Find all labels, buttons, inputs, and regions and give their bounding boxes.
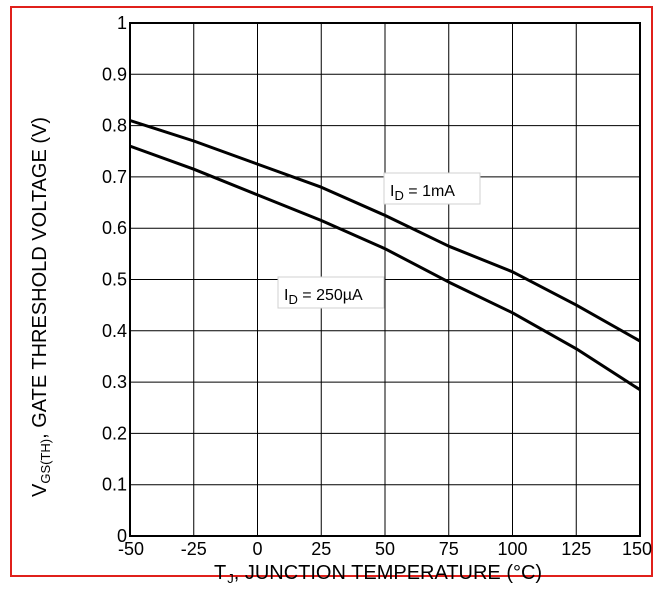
y-tick-label: 0.4	[102, 321, 127, 341]
chart-frame	[10, 6, 653, 577]
y-tick-label: 0.1	[102, 475, 127, 495]
x-tick-label: 50	[375, 539, 395, 559]
y-axis-title: VGS(TH), GATE THRESHOLD VOLTAGE (V)	[29, 117, 53, 497]
y-tick-label: 0.8	[102, 116, 127, 136]
grid-lines	[130, 23, 640, 536]
x-tick-label: -25	[181, 539, 207, 559]
x-axis-title: TJ, JUNCTION TEMPERATURE (°C)	[214, 562, 542, 586]
y-tick-label: 0.7	[102, 167, 127, 187]
y-tick-label: 0	[117, 526, 127, 546]
x-tick-label: 25	[311, 539, 331, 559]
y-tick-label: 0.3	[102, 372, 127, 392]
x-tick-label: 100	[497, 539, 527, 559]
y-tick-label: 0.5	[102, 270, 127, 290]
series-label-1ma: ID = 1mA	[383, 172, 481, 205]
y-tick-label: 0.9	[102, 64, 127, 84]
y-tick-label: 0.6	[102, 218, 127, 238]
x-tick-label: -50	[118, 539, 144, 559]
y-tick-label: 1	[117, 13, 127, 33]
x-tick-label: 0	[252, 539, 262, 559]
tick-labels: -50 -25 0 25 50 75 100 125 150 0 0.1 0.2 0.3 0.4 0.5 0.…	[102, 13, 652, 559]
svg-text:ID = 250µA: ID = 250µA	[284, 287, 363, 307]
series-line-1ma	[129, 119, 641, 343]
svg-text:ID = 1mA: ID = 1mA	[390, 183, 455, 203]
x-tick-label: 75	[439, 539, 459, 559]
y-tick-label: 0.2	[102, 423, 127, 443]
series-label-250ua: ID = 250µA	[277, 276, 385, 309]
series-lines	[129, 119, 641, 392]
series-line-250ua	[129, 144, 641, 392]
x-tick-label: 125	[561, 539, 591, 559]
x-tick-label: 150	[622, 539, 652, 559]
plot-area	[129, 22, 641, 537]
